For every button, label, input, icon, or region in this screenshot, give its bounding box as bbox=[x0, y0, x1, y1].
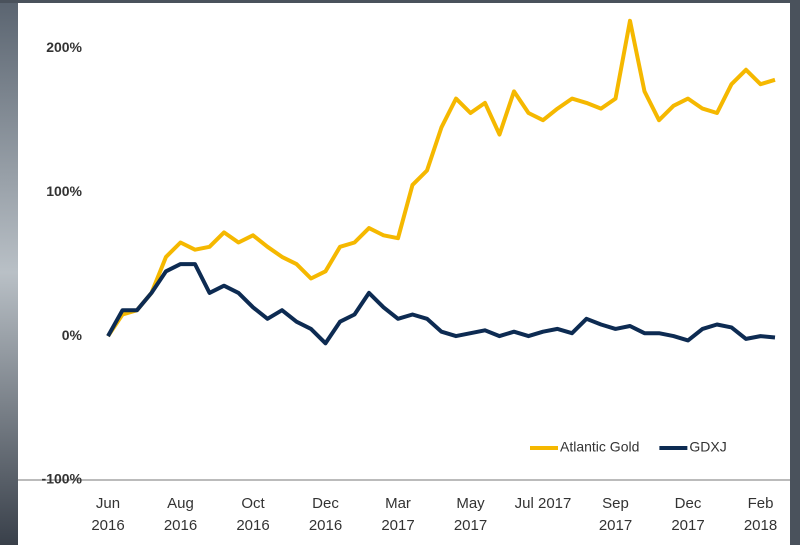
legend-label: Atlantic Gold bbox=[560, 439, 639, 455]
x-tick-label: May 2017 bbox=[453, 495, 488, 534]
x-tick-label: Aug 2016 bbox=[163, 495, 198, 534]
x-tick-label: Jun 2016 bbox=[91, 495, 125, 534]
x-tick-label: Feb 2018 bbox=[743, 495, 778, 534]
y-tick-label: 100% bbox=[46, 183, 82, 199]
x-tick-label: Dec 2017 bbox=[671, 495, 705, 534]
series-line bbox=[106, 262, 776, 346]
legend-label: GDXJ bbox=[689, 439, 726, 455]
x-tick-label: Sep 2017 bbox=[598, 495, 633, 534]
right-edge bbox=[790, 0, 800, 545]
y-tick-label: -100% bbox=[42, 471, 83, 487]
x-tick-label: Jul 2017 bbox=[514, 495, 572, 512]
x-tick-label: Dec 2016 bbox=[308, 495, 343, 534]
background-photo bbox=[0, 0, 18, 545]
series-line bbox=[106, 18, 776, 338]
y-tick-label: 0% bbox=[62, 327, 83, 343]
x-tick-label: Mar 2017 bbox=[381, 495, 415, 534]
x-tick-label: Oct 2016 bbox=[236, 495, 270, 534]
top-edge bbox=[0, 0, 800, 3]
y-tick-label: 200% bbox=[46, 39, 82, 55]
